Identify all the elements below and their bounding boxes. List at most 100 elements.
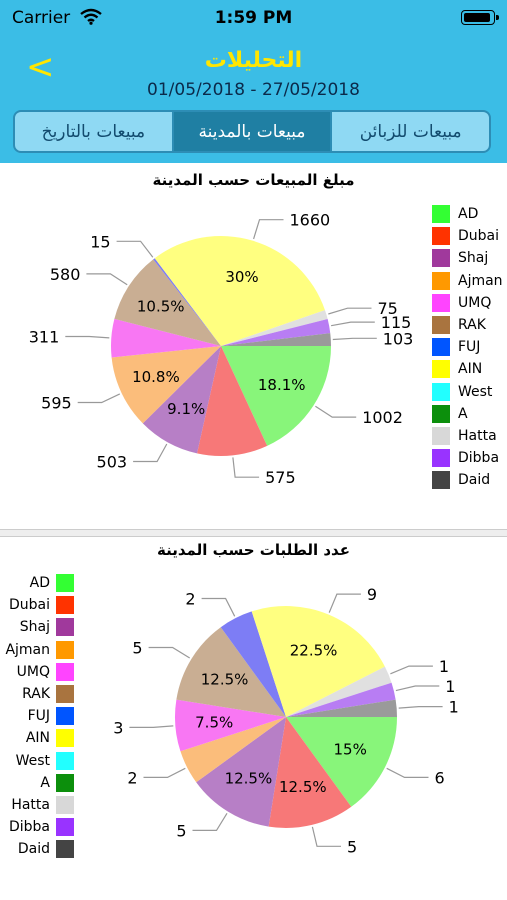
pie-slice-rak (176, 627, 286, 717)
leader-line (201, 597, 236, 617)
legend-swatch (432, 271, 450, 290)
value-label: 2 (127, 768, 137, 787)
pie-slice-daid (286, 699, 397, 717)
leader-line (398, 706, 443, 709)
legend-item-ain: AIN (0, 727, 74, 749)
legend-item-dibba: Dibba (0, 816, 74, 838)
legend-item-daid: Daid (0, 838, 74, 860)
value-label: 9 (367, 585, 377, 604)
amount-pie-chart: 18.1% 1002 575 9.1% 503 10.8% 595 311 10.5% 580 15… (29, 211, 414, 488)
percent-label: 12.5% (201, 670, 249, 688)
percent-label: 30% (225, 268, 258, 286)
legend-label: A (458, 405, 468, 422)
chart-title-orders: عدد الطلبات حسب المدينة (157, 541, 350, 559)
leader-line (328, 307, 372, 315)
tab-sales-by-customer[interactable]: مبيعات للزبائن (330, 112, 489, 151)
legend-label: Daid (17, 841, 50, 858)
back-button[interactable]: < (26, 47, 55, 87)
legend-label: Dubai (8, 597, 50, 614)
leader-line (390, 665, 433, 675)
pie-slice-fuj (220, 611, 286, 717)
leader-line (143, 767, 186, 778)
legend-label: AD (458, 206, 479, 223)
legend-item-dibba: Dibba (432, 447, 503, 469)
legend-item-ad: AD (432, 203, 503, 225)
value-label: 1660 (290, 211, 331, 230)
legend-item-dubai: Dubai (0, 594, 74, 616)
pie-slice-dubai (268, 717, 352, 828)
legend-label: Hatta (458, 427, 497, 444)
legend-label: Ajman (458, 272, 503, 289)
pie-slice-ain (251, 605, 385, 717)
legend-swatch (432, 249, 450, 268)
leader-line (133, 443, 168, 463)
value-label: 3 (113, 718, 123, 737)
legend-swatch (56, 818, 74, 837)
pie-slice-ajman (180, 717, 286, 783)
tab-sales-by-city[interactable]: مبيعات بالمدينة (171, 112, 331, 151)
legend-item-ajman: Ajman (432, 270, 503, 292)
legend-item-west: West (0, 750, 74, 772)
legend-label: UMQ (458, 294, 492, 311)
pie-slice-rak (114, 259, 221, 346)
legend-swatch (56, 773, 74, 792)
amount-legend: AD Dubai Shaj Ajman UMQ RAK FUJ AIN West A Hatta Di… (432, 203, 503, 491)
legend-label: AD (29, 575, 50, 592)
value-label: 15 (90, 232, 110, 251)
pie-slice-shaj (196, 717, 286, 827)
legend-swatch (432, 360, 450, 379)
value-label: 2 (185, 590, 195, 609)
legend-label: Shaj (19, 619, 50, 636)
leader-line (395, 685, 440, 692)
legend-label: FUJ (27, 708, 50, 725)
legend-label: West (15, 752, 50, 769)
pie-slice-ad (221, 346, 331, 446)
value-label: 1 (449, 698, 459, 717)
pie-slice-dubai (197, 346, 268, 457)
legend-swatch (432, 404, 450, 423)
legend-swatch (432, 316, 450, 335)
legend-item-a: A (0, 772, 74, 794)
pie-slice-dibba (221, 319, 331, 346)
legend-label: RAK (458, 317, 486, 334)
legend-item-a: A (432, 403, 503, 425)
tab-sales-by-date[interactable]: مبيعات بالتاريخ (41, 121, 146, 142)
leader-line (86, 273, 128, 286)
page-title: التحليلات (204, 48, 303, 73)
leader-line (77, 393, 121, 404)
legend-swatch (56, 729, 74, 748)
legend-swatch (56, 640, 74, 659)
legend-swatch (56, 840, 74, 859)
leader-line (386, 767, 429, 778)
leader-line (148, 646, 191, 659)
legend-item-shaj: Shaj (0, 616, 74, 638)
legend-swatch (432, 227, 450, 246)
legend-swatch (432, 205, 450, 224)
value-label: 575 (265, 468, 296, 487)
value-label: 503 (97, 453, 128, 472)
legend-label: Ajman (5, 641, 50, 658)
percent-label: 12.5% (279, 778, 327, 796)
wifi-icon (80, 8, 102, 29)
leader-line (192, 812, 228, 831)
legend-label: UMQ (16, 663, 50, 680)
pie-slice-ain (154, 235, 325, 346)
value-label: 5 (132, 639, 142, 658)
pie-slice-ajman (111, 346, 221, 424)
leader-line (65, 335, 110, 339)
value-label: 115 (381, 313, 412, 332)
legend-item-hatta: Hatta (0, 794, 74, 816)
legend-label: West (458, 383, 493, 400)
legend-item-rak: RAK (0, 683, 74, 705)
legend-swatch (56, 618, 74, 637)
legend-label: Dibba (458, 450, 500, 467)
pie-slice-fuj (153, 258, 221, 346)
orders-legend: AD Dubai Shaj Ajman UMQ RAK FUJ AIN West A Hatta Di… (0, 572, 74, 860)
legend-swatch (56, 707, 74, 726)
legend-item-ajman: Ajman (0, 639, 74, 661)
percent-label: 22.5% (290, 642, 338, 660)
percent-label: 18.1% (258, 376, 306, 394)
value-label: 1 (445, 677, 455, 696)
percent-label: 7.5% (195, 714, 233, 732)
